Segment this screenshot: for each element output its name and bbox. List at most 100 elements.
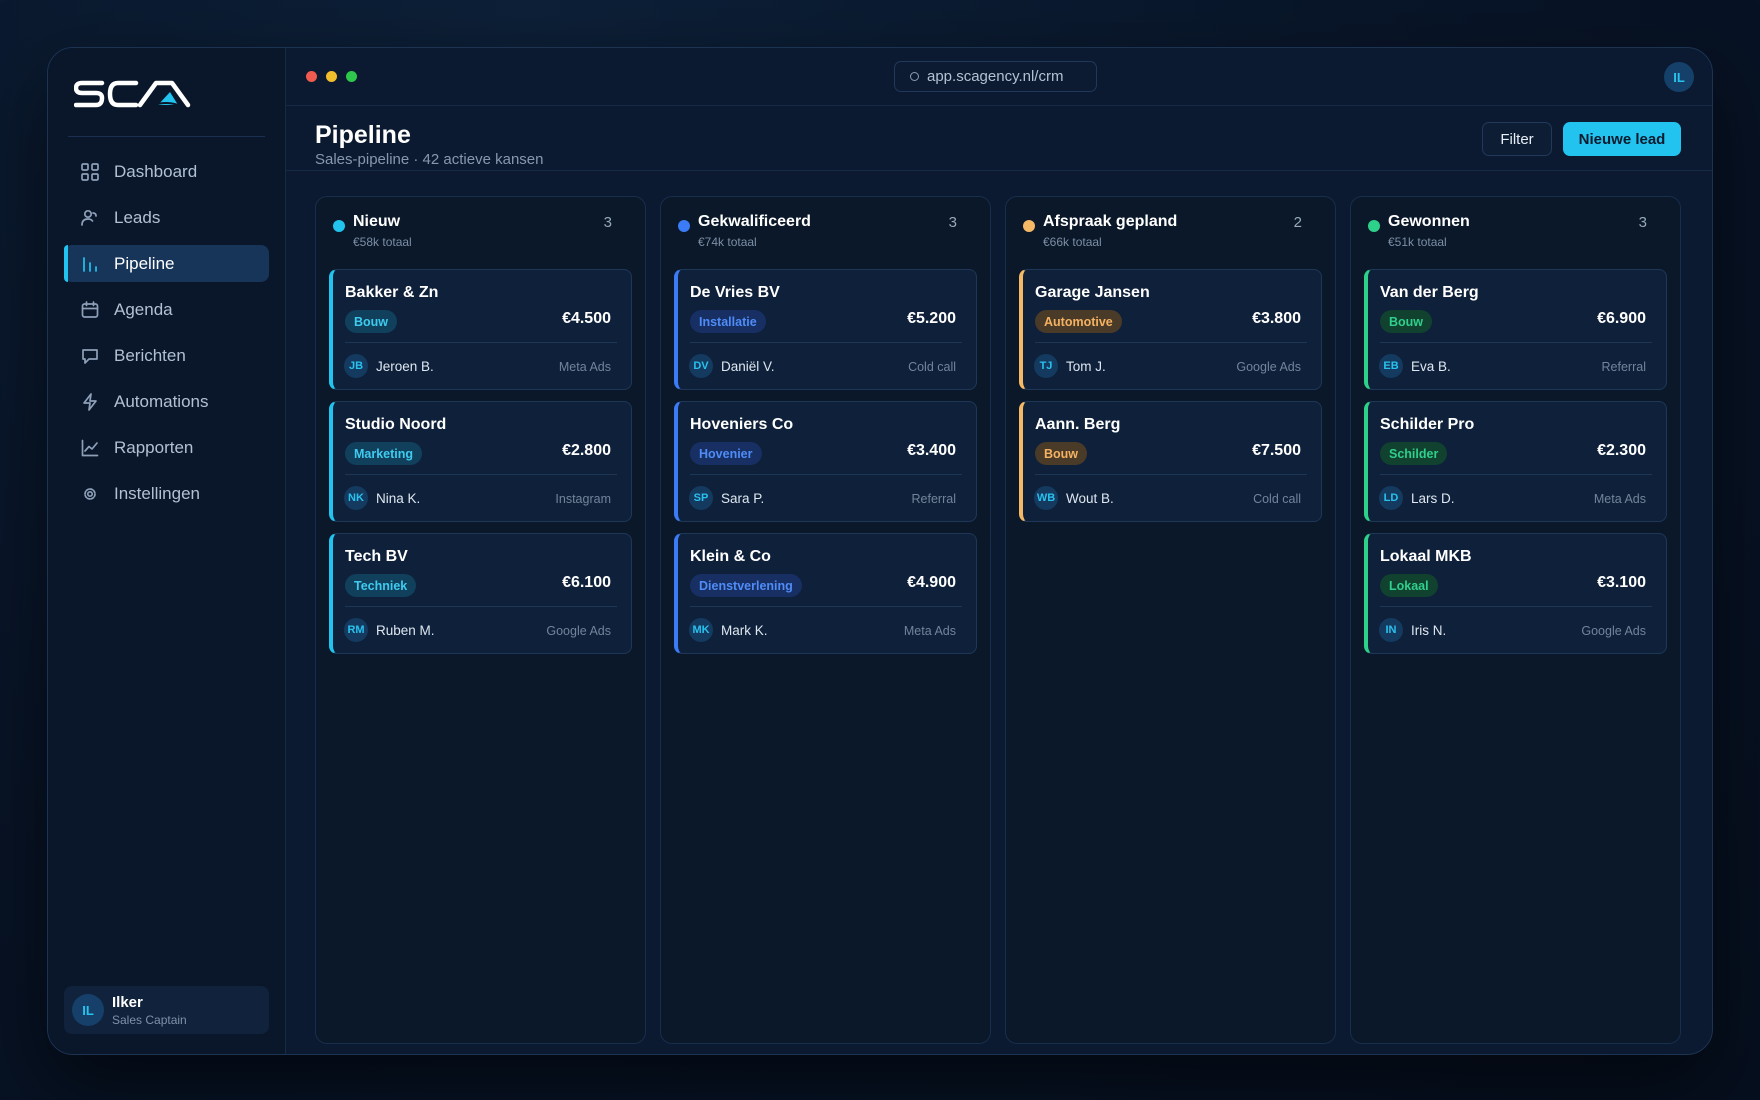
card-divider: [1380, 606, 1652, 607]
deal-amount: €5.200: [907, 310, 956, 327]
deal-card[interactable]: Lokaal MKB Lokaal €3.100 IN Iris N. Goog…: [1364, 533, 1667, 654]
new-lead-button[interactable]: Nieuwe lead: [1563, 122, 1681, 156]
column-count: 2: [1293, 214, 1302, 231]
deal-amount: €2.800: [562, 442, 611, 459]
deal-owner: Daniël V.: [721, 359, 775, 374]
user-profile[interactable]: IL Ilker Sales Captain: [64, 986, 269, 1034]
avatar: LD: [1379, 486, 1403, 510]
minimize-dot-icon[interactable]: [326, 71, 337, 82]
deal-amount: €3.400: [907, 442, 956, 459]
stage-dot-icon: [333, 220, 345, 232]
sidebar: Dashboard Leads Pipeline Agenda Berichte…: [48, 48, 286, 1054]
deal-card[interactable]: Garage Jansen Automotive €3.800 TJ Tom J…: [1019, 269, 1322, 390]
lead-source: Referral: [1601, 360, 1646, 374]
card-divider: [1035, 474, 1307, 475]
deal-card[interactable]: Van der Berg Bouw €6.900 EB Eva B. Refer…: [1364, 269, 1667, 390]
column-title: Nieuw: [353, 213, 401, 230]
sca-logo-icon: [74, 80, 191, 108]
secure-indicator-icon: [910, 72, 919, 81]
column-header: Gewonnen €51k totaal 3: [1364, 197, 1667, 269]
deal-name: Garage Jansen: [1035, 284, 1150, 301]
deal-amount: €4.500: [562, 310, 611, 327]
deal-owner: Sara P.: [721, 491, 765, 506]
avatar[interactable]: IL: [1664, 62, 1694, 92]
deal-card[interactable]: Tech BV Techniek €6.100 RM Ruben M. Goog…: [329, 533, 632, 654]
sidebar-item-berichten[interactable]: Berichten: [64, 337, 269, 374]
deal-card[interactable]: Klein & Co Dienstverlening €4.900 MK Mar…: [674, 533, 977, 654]
user-role: Sales Captain: [112, 1012, 187, 1027]
deal-card[interactable]: De Vries BV Installatie €5.200 DV Daniël…: [674, 269, 977, 390]
deal-amount: €7.500: [1252, 442, 1301, 459]
avatar: DV: [689, 354, 713, 378]
lead-source: Google Ads: [1581, 624, 1646, 638]
deal-amount: €6.900: [1597, 310, 1646, 327]
industry-tag: Techniek: [345, 574, 417, 597]
deal-card[interactable]: Studio Noord Marketing €2.800 NK Nina K.…: [329, 401, 632, 522]
industry-tag: Marketing: [345, 442, 423, 465]
deal-card[interactable]: Hoveniers Co Hovenier €3.400 SP Sara P. …: [674, 401, 977, 522]
column-header: Gekwalificeerd €74k totaal 3: [674, 197, 977, 269]
industry-tag: Bouw: [1035, 442, 1088, 465]
card-divider: [1380, 474, 1652, 475]
deal-name: De Vries BV: [690, 284, 780, 301]
avatar: TJ: [1034, 354, 1058, 378]
deal-amount: €2.300: [1597, 442, 1646, 459]
sidebar-item-agenda[interactable]: Agenda: [64, 291, 269, 328]
deal-card[interactable]: Bakker & Zn Bouw €4.500 JB Jeroen B. Met…: [329, 269, 632, 390]
deal-card[interactable]: Schilder Pro Schilder €2.300 LD Lars D. …: [1364, 401, 1667, 522]
pipeline-column: Afspraak gepland €66k totaal 2 Garage Ja…: [1005, 196, 1336, 1044]
message-icon: [82, 348, 98, 364]
column-header: Nieuw €58k totaal 3: [329, 197, 632, 269]
deal-card[interactable]: Aann. Berg Bouw €7.500 WB Wout B. Cold c…: [1019, 401, 1322, 522]
sidebar-item-leads[interactable]: Leads: [64, 199, 269, 236]
lead-source: Meta Ads: [1593, 492, 1646, 506]
avatar: JB: [344, 354, 368, 378]
lead-source: Google Ads: [1236, 360, 1301, 374]
deal-name: Bakker & Zn: [345, 284, 439, 301]
app-window: Dashboard Leads Pipeline Agenda Berichte…: [47, 47, 1713, 1055]
deal-amount: €4.900: [907, 574, 956, 591]
url-text: app.scagency.nl/crm: [927, 68, 1064, 85]
deal-amount: €6.100: [562, 574, 611, 591]
card-divider: [1035, 342, 1307, 343]
sidebar-item-label: Leads: [114, 207, 161, 227]
avatar: RM: [344, 618, 368, 642]
sidebar-item-label: Dashboard: [114, 161, 198, 181]
logo-divider: [68, 136, 265, 137]
sidebar-item-dashboard[interactable]: Dashboard: [64, 153, 269, 190]
page-header: Pipeline Sales-pipeline · 42 actieve kan…: [286, 106, 1712, 171]
card-divider: [690, 342, 962, 343]
card-divider: [345, 342, 617, 343]
lead-source: Referral: [911, 492, 956, 506]
card-divider: [690, 474, 962, 475]
column-total: €66k totaal: [1043, 235, 1102, 249]
industry-tag: Dienstverlening: [690, 574, 802, 597]
pipeline-column: Nieuw €58k totaal 3 Bakker & Zn Bouw €4.…: [315, 196, 646, 1044]
gear-icon: [84, 487, 96, 500]
lead-source: Instagram: [555, 492, 611, 506]
page-title: Pipeline: [315, 121, 411, 149]
deal-owner: Nina K.: [376, 491, 421, 506]
industry-tag: Bouw: [1380, 310, 1433, 333]
close-dot-icon[interactable]: [306, 71, 317, 82]
sidebar-item-instellingen[interactable]: Instellingen: [64, 475, 269, 512]
topbar: app.scagency.nl/crm IL: [286, 48, 1712, 106]
deal-name: Studio Noord: [345, 416, 447, 433]
deal-name: Van der Berg: [1380, 284, 1479, 301]
pipeline-column: Gewonnen €51k totaal 3 Van der Berg Bouw…: [1350, 196, 1681, 1044]
sidebar-item-label: Automations: [114, 391, 209, 411]
sidebar-item-pipeline[interactable]: Pipeline: [64, 245, 269, 282]
industry-tag: Lokaal: [1380, 574, 1438, 597]
avatar: IN: [1379, 618, 1403, 642]
avatar: MK: [689, 618, 713, 642]
sidebar-item-rapporten[interactable]: Rapporten: [64, 429, 269, 466]
url-bar[interactable]: app.scagency.nl/crm: [894, 61, 1097, 92]
column-count: 3: [603, 214, 612, 231]
logo[interactable]: [64, 72, 269, 116]
sidebar-item-automations[interactable]: Automations: [64, 383, 269, 420]
avatar: SP: [689, 486, 713, 510]
deal-name: Klein & Co: [690, 548, 771, 565]
industry-tag: Hovenier: [690, 442, 762, 465]
maximize-dot-icon[interactable]: [346, 71, 357, 82]
filter-button[interactable]: Filter: [1482, 122, 1552, 156]
